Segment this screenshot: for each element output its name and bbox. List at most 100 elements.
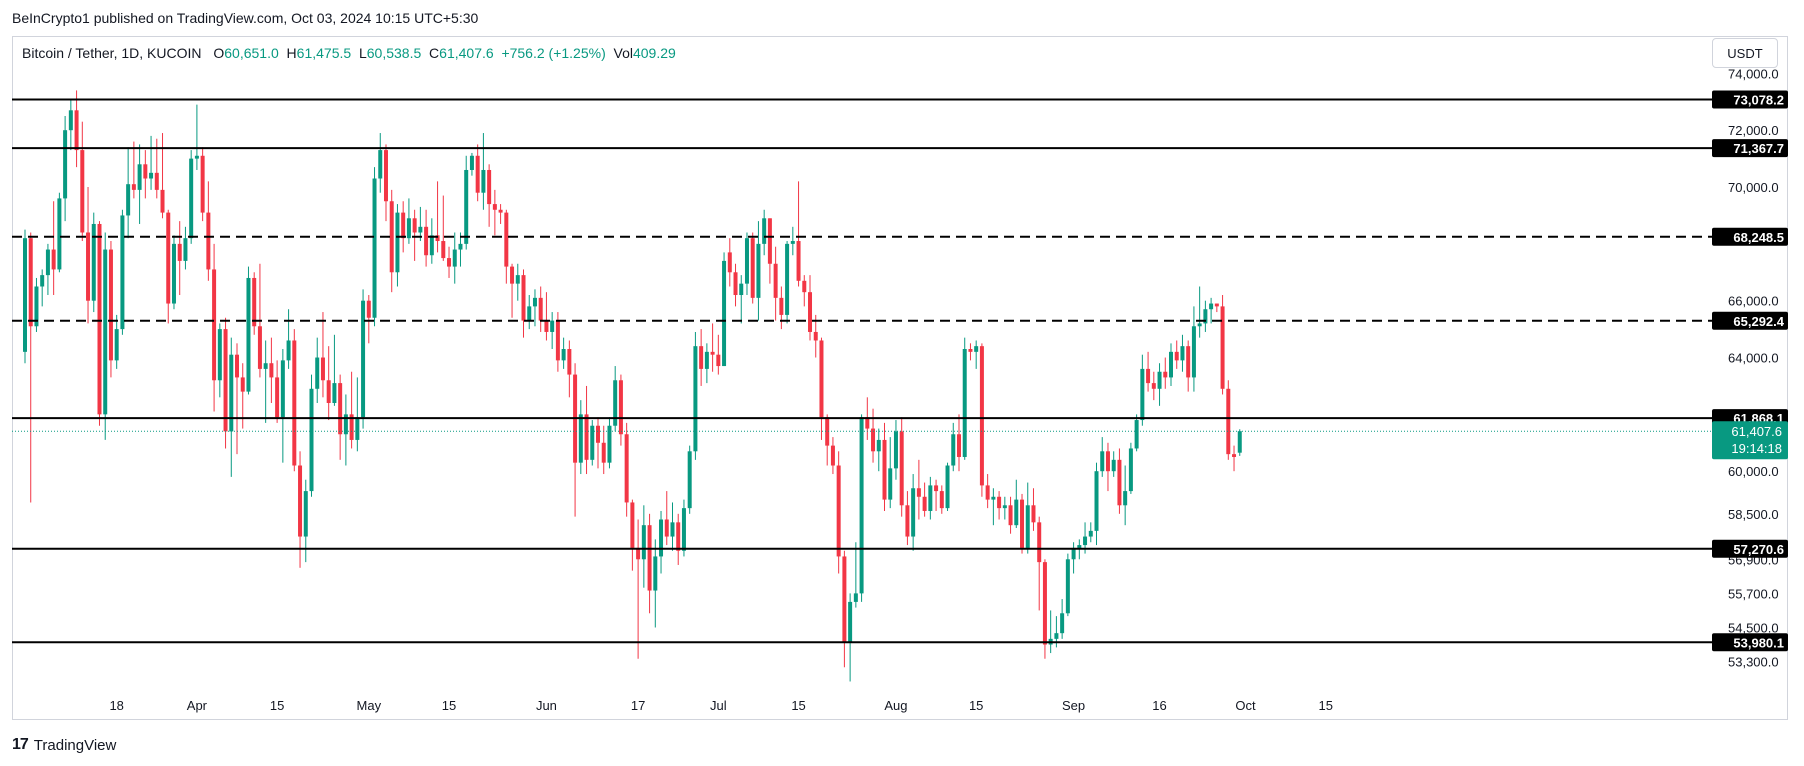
- countdown-label: 19:14:18: [1731, 441, 1782, 456]
- candle-body: [1214, 303, 1219, 307]
- candle-body: [338, 383, 343, 435]
- candle-body: [945, 465, 950, 509]
- candle-body: [223, 329, 228, 432]
- candle-body: [1128, 448, 1133, 492]
- candle-body: [710, 351, 715, 355]
- level-label: 57,270.6: [1733, 542, 1784, 557]
- candle-body: [189, 158, 194, 239]
- candle-body: [366, 300, 371, 318]
- candle-body: [853, 593, 858, 602]
- candle-body: [383, 150, 388, 202]
- x-tick-label: Sep: [1062, 698, 1085, 713]
- candle-body: [756, 243, 761, 298]
- candle-body: [664, 519, 669, 537]
- candle-body: [653, 556, 658, 591]
- candle-body: [326, 380, 331, 403]
- candle-body: [194, 155, 199, 159]
- candle-body: [538, 297, 543, 321]
- candle-body: [699, 346, 704, 369]
- candle-body: [1134, 420, 1139, 449]
- candle-body: [1025, 505, 1030, 548]
- y-tick-label: 64,000.0: [1728, 351, 1779, 366]
- candle-body: [687, 451, 692, 509]
- candle-body: [716, 354, 721, 367]
- candle-body: [74, 110, 79, 151]
- x-tick-label: Jun: [536, 698, 557, 713]
- volume-value: 409.29: [632, 45, 676, 61]
- candle-body: [991, 496, 996, 500]
- candle-body: [177, 243, 182, 261]
- candle-body: [905, 505, 910, 537]
- candle-body: [183, 238, 188, 261]
- close-value: 61,407.6: [439, 45, 494, 61]
- candle-body: [1174, 351, 1179, 361]
- candle-body: [34, 286, 39, 327]
- candle-body: [406, 218, 411, 239]
- y-tick-label: 54,500.0: [1728, 620, 1779, 635]
- candle-body: [859, 417, 864, 594]
- candle-body: [647, 525, 652, 591]
- level-label: 53,980.1: [1733, 635, 1784, 650]
- candle-body: [871, 428, 876, 452]
- candle-body: [372, 178, 377, 318]
- candle-body: [240, 377, 245, 392]
- x-tick-label: Oct: [1235, 698, 1256, 713]
- candle-body: [63, 130, 68, 199]
- candle-body: [985, 485, 990, 500]
- candle-body: [974, 346, 979, 352]
- y-tick-label: 70,000.0: [1728, 180, 1779, 195]
- candle-body: [1094, 471, 1099, 531]
- x-tick-label: 15: [969, 698, 983, 713]
- candle-body: [1180, 346, 1185, 361]
- candle-body: [750, 238, 755, 298]
- candle-body: [785, 243, 790, 315]
- candle-body: [739, 283, 744, 296]
- candle-body: [200, 155, 205, 213]
- candle-body: [928, 485, 933, 511]
- candle-body: [882, 439, 887, 500]
- candle-body: [154, 172, 159, 190]
- candle-body: [401, 212, 406, 239]
- candle-body: [584, 414, 589, 460]
- level-label: 71,367.7: [1733, 141, 1784, 156]
- currency-button[interactable]: USDT: [1712, 38, 1778, 68]
- x-tick-label: 15: [791, 698, 805, 713]
- candle-body: [630, 502, 635, 548]
- candle-body: [1232, 454, 1237, 457]
- candle-body: [659, 519, 664, 557]
- symbol-title[interactable]: Bitcoin / Tether, 1D, KUCOIN: [22, 45, 202, 61]
- x-tick-label: 16: [1152, 698, 1166, 713]
- candle-body: [550, 320, 555, 332]
- x-tick-label: 15: [270, 698, 284, 713]
- candle-body: [206, 212, 211, 270]
- candle-body: [510, 266, 515, 284]
- candle-body: [596, 425, 600, 443]
- candle-body: [28, 238, 33, 327]
- candle-body: [298, 465, 303, 537]
- candle-body: [515, 275, 520, 284]
- candle-body: [126, 184, 131, 216]
- candle-body: [922, 496, 927, 511]
- candle-body: [1054, 633, 1059, 639]
- high-label: H: [286, 45, 297, 61]
- candle-body: [744, 238, 749, 284]
- candle-body: [796, 241, 801, 281]
- candle-body: [779, 297, 784, 315]
- candle-body: [1037, 522, 1042, 563]
- tradingview-footer[interactable]: 17 TradingView: [12, 736, 116, 754]
- candle-body: [1014, 499, 1019, 526]
- candle-body: [378, 150, 383, 179]
- candle-body: [280, 360, 285, 418]
- candle-body: [269, 363, 274, 378]
- ohlc-legend: Bitcoin / Tether, 1D, KUCOIN O60,651.0 H…: [22, 45, 676, 61]
- candle-body: [555, 320, 560, 361]
- candle-body: [475, 155, 480, 193]
- candle-body: [498, 209, 503, 213]
- low-label: L: [358, 45, 367, 61]
- candle-body: [91, 223, 96, 301]
- candle-body: [567, 349, 572, 375]
- candle-body: [171, 243, 176, 304]
- last-price-box: [1712, 421, 1788, 460]
- candle-body: [1083, 536, 1088, 546]
